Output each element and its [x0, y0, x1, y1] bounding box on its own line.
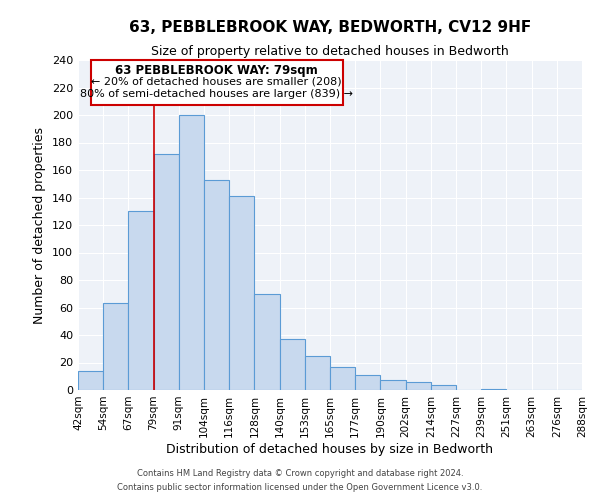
Text: 80% of semi-detached houses are larger (839) →: 80% of semi-detached houses are larger (…: [80, 89, 353, 99]
Bar: [305, 356, 330, 390]
Bar: [355, 375, 380, 390]
Y-axis label: Number of detached properties: Number of detached properties: [34, 126, 46, 324]
Text: 63, PEBBLEBROOK WAY, BEDWORTH, CV12 9HF: 63, PEBBLEBROOK WAY, BEDWORTH, CV12 9HF: [129, 20, 531, 35]
FancyBboxPatch shape: [91, 60, 343, 106]
Text: Size of property relative to detached houses in Bedworth: Size of property relative to detached ho…: [151, 45, 509, 58]
Bar: [481, 388, 506, 390]
Bar: [431, 384, 456, 390]
Text: Contains public sector information licensed under the Open Government Licence v3: Contains public sector information licen…: [118, 484, 482, 492]
Bar: [380, 380, 406, 390]
Bar: [204, 180, 229, 390]
Bar: [103, 304, 128, 390]
Bar: [254, 294, 280, 390]
Bar: [229, 196, 254, 390]
Bar: [280, 339, 305, 390]
Bar: [179, 115, 204, 390]
Bar: [78, 371, 103, 390]
Bar: [406, 382, 431, 390]
Text: Contains HM Land Registry data © Crown copyright and database right 2024.: Contains HM Land Registry data © Crown c…: [137, 468, 463, 477]
Bar: [330, 366, 355, 390]
Text: ← 20% of detached houses are smaller (208): ← 20% of detached houses are smaller (20…: [91, 76, 342, 86]
Text: 63 PEBBLEBROOK WAY: 79sqm: 63 PEBBLEBROOK WAY: 79sqm: [115, 64, 318, 77]
Bar: [128, 211, 154, 390]
X-axis label: Distribution of detached houses by size in Bedworth: Distribution of detached houses by size …: [167, 442, 493, 456]
Bar: [154, 154, 179, 390]
